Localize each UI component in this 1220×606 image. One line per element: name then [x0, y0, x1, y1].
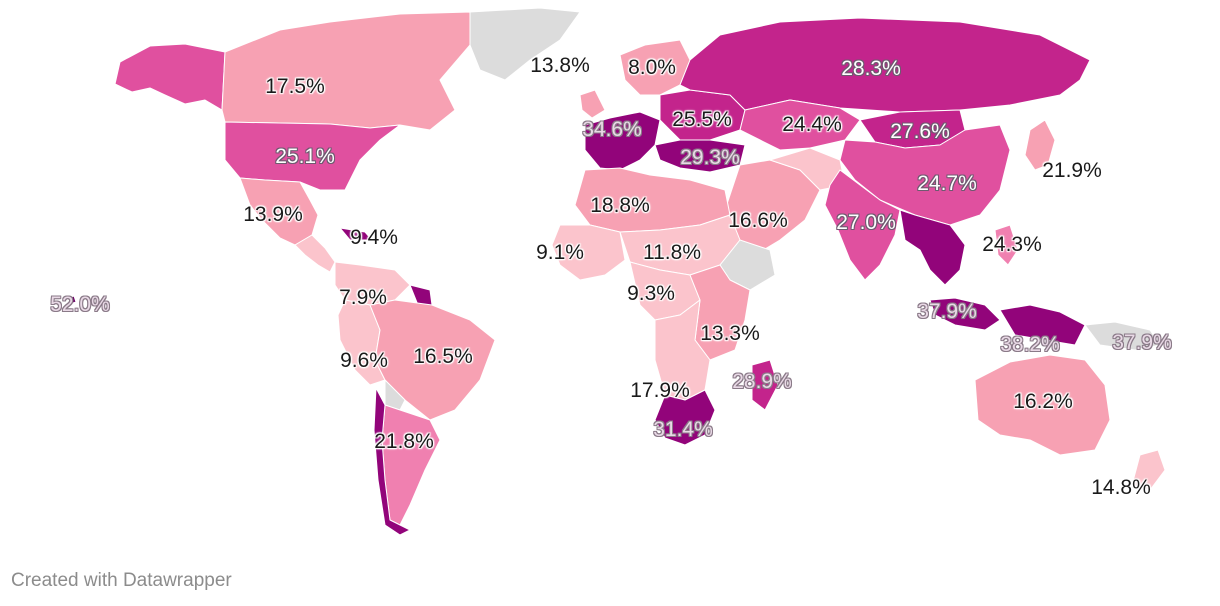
map-label-nordics: 8.0% [628, 56, 676, 79]
map-label-russia: 28.3% [841, 57, 901, 80]
map-label-caribbean: 9.4% [350, 226, 398, 249]
map-label-middle-east: 16.6% [728, 209, 788, 232]
map-label-china: 24.7% [917, 172, 977, 195]
map-label-indonesia-east: 38.2% [1000, 333, 1060, 356]
region-central-asia[interactable] [739, 99, 861, 151]
region-new-zealand[interactable] [1131, 449, 1166, 491]
region-madagascar[interactable] [751, 359, 779, 411]
region-australia[interactable] [974, 354, 1111, 456]
map-label-argentina: 21.8% [374, 430, 434, 453]
region-western-europe[interactable] [584, 111, 661, 171]
map-label-japan-korea: 21.9% [1042, 159, 1102, 182]
map-label-greenland: 13.8% [530, 54, 590, 77]
region-argentina[interactable] [381, 404, 441, 526]
map-label-balkans-turkey: 29.3% [680, 146, 740, 169]
map-label-peru: 9.6% [340, 349, 388, 372]
region-indonesia-west[interactable] [929, 297, 1001, 331]
map-label-canada: 17.5% [265, 75, 325, 98]
map-label-hawaii: 52.0% [50, 293, 110, 316]
map-label-australia: 16.2% [1013, 390, 1073, 413]
map-label-central-africa: 11.8% [643, 241, 701, 264]
map-label-southern-africa: 17.9% [630, 379, 690, 402]
map-label-equatorial-africa: 9.3% [627, 282, 675, 305]
region-japan-korea[interactable] [1024, 119, 1056, 171]
map-label-india: 27.0% [836, 211, 896, 234]
world-map-svg [67, 7, 1166, 536]
region-canada[interactable] [221, 11, 471, 131]
map-label-west-africa: 9.1% [536, 241, 584, 264]
region-alaska[interactable] [114, 43, 226, 111]
region-greenland [469, 7, 581, 81]
region-russia[interactable] [679, 17, 1091, 113]
region-india[interactable] [824, 169, 901, 281]
map-label-east-africa: 13.3% [700, 322, 760, 345]
map-label-mexico: 13.9% [243, 203, 303, 226]
map-label-madagascar: 28.9% [732, 370, 792, 393]
region-philippines[interactable] [994, 224, 1019, 266]
map-label-new-zealand: 14.8% [1091, 476, 1151, 499]
map-label-usa: 25.1% [275, 145, 335, 168]
region-south-africa[interactable] [654, 389, 716, 446]
map-label-western-europe: 34.6% [582, 118, 642, 141]
map-label-mongolia: 27.6% [890, 120, 950, 143]
region-central-america[interactable] [294, 234, 336, 273]
region-uk[interactable] [579, 89, 606, 119]
region-china[interactable] [839, 124, 1011, 226]
map-label-eastern-europe: 25.5% [672, 108, 732, 131]
region-brazil[interactable] [369, 299, 496, 421]
region-papua [1084, 321, 1161, 351]
map-label-papua: 37.9% [1112, 331, 1172, 354]
region-southern-africa[interactable] [654, 299, 711, 401]
region-chile[interactable] [373, 387, 411, 536]
map-label-central-asia: 24.4% [782, 113, 842, 136]
region-caribbean[interactable] [339, 227, 373, 241]
map-label-north-africa: 18.8% [590, 194, 650, 217]
map-label-indonesia-west: 37.9% [917, 300, 977, 323]
map-label-colombia-venezuela: 7.9% [339, 286, 387, 309]
region-west-africa[interactable] [551, 224, 626, 281]
world-map [67, 7, 1166, 536]
map-label-southeast-asia: 24.3% [982, 233, 1042, 256]
region-indonesia-east[interactable] [999, 304, 1086, 346]
region-southeast-asia[interactable] [899, 209, 966, 286]
datawrapper-credit[interactable]: Created with Datawrapper [11, 570, 232, 591]
map-label-south-africa: 31.4% [653, 418, 713, 441]
map-label-brazil: 16.5% [413, 345, 473, 368]
region-hawaii[interactable] [67, 295, 77, 305]
